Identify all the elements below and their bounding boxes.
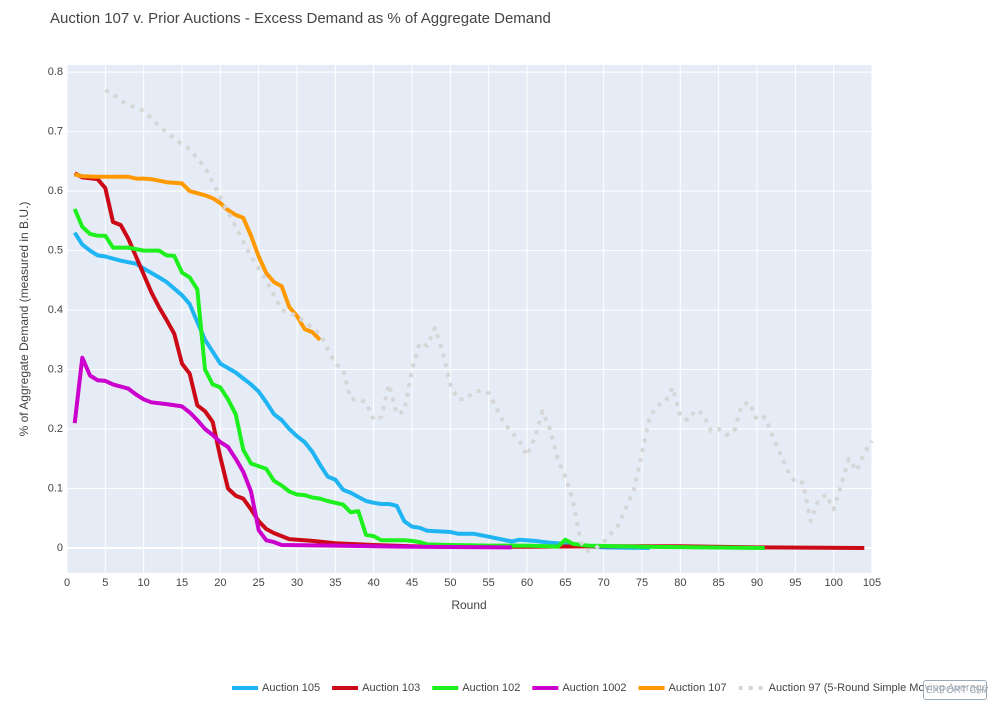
legend-label: Auction 1002 — [562, 682, 626, 694]
chart-title: Auction 107 v. Prior Auctions - Excess D… — [50, 10, 551, 27]
y-tick-label: 0.5 — [48, 244, 63, 256]
x-tick-label: 90 — [751, 577, 763, 589]
y-tick-label: 0 — [57, 542, 63, 554]
x-tick-label: 15 — [176, 577, 188, 589]
line-series — [73, 231, 650, 550]
y-tick-label: 0.7 — [48, 126, 63, 138]
legend-label: Auction 107 — [669, 682, 727, 694]
plot-area — [67, 65, 872, 573]
x-tick-label: 0 — [64, 577, 70, 589]
x-tick-label: 85 — [713, 577, 725, 589]
x-tick-label: 60 — [521, 577, 533, 589]
x-axis-title: Round — [451, 598, 486, 612]
x-tick-label: 80 — [674, 577, 686, 589]
x-tick-label: 25 — [253, 577, 265, 589]
y-tick-label: 0.4 — [48, 304, 63, 316]
x-tick-label: 40 — [368, 577, 380, 589]
x-tick-label: 70 — [598, 577, 610, 589]
x-tick-label: 100 — [824, 577, 842, 589]
x-tick-label: 20 — [214, 577, 226, 589]
x-tick-label: 75 — [636, 577, 648, 589]
y-tick-label: 0.8 — [48, 66, 63, 78]
x-tick-label: 55 — [483, 577, 495, 589]
x-tick-label: 30 — [291, 577, 303, 589]
legend-label: Auction 105 — [262, 682, 320, 694]
x-tick-label: 105 — [863, 577, 881, 589]
x-tick-label: 45 — [406, 577, 418, 589]
legend-label: Auction 102 — [462, 682, 520, 694]
y-tick-label: 0.1 — [48, 482, 63, 494]
x-tick-label: 50 — [444, 577, 456, 589]
export-button[interactable]: EXPORT CHART — [923, 680, 987, 700]
x-tick-label: 10 — [138, 577, 150, 589]
y-tick-label: 0.6 — [48, 185, 63, 197]
y-tick-label: 0.3 — [48, 363, 63, 375]
y-tick-label: 0.2 — [48, 423, 63, 435]
x-tick-label: 65 — [559, 577, 571, 589]
x-tick-label: 5 — [102, 577, 108, 589]
y-axis-title: % of Aggregate Demand (measured in B.U.) — [17, 202, 31, 437]
x-tick-label: 35 — [329, 577, 341, 589]
line-series — [72, 355, 512, 550]
legend-label: Auction 103 — [362, 682, 420, 694]
x-tick-label: 95 — [789, 577, 801, 589]
